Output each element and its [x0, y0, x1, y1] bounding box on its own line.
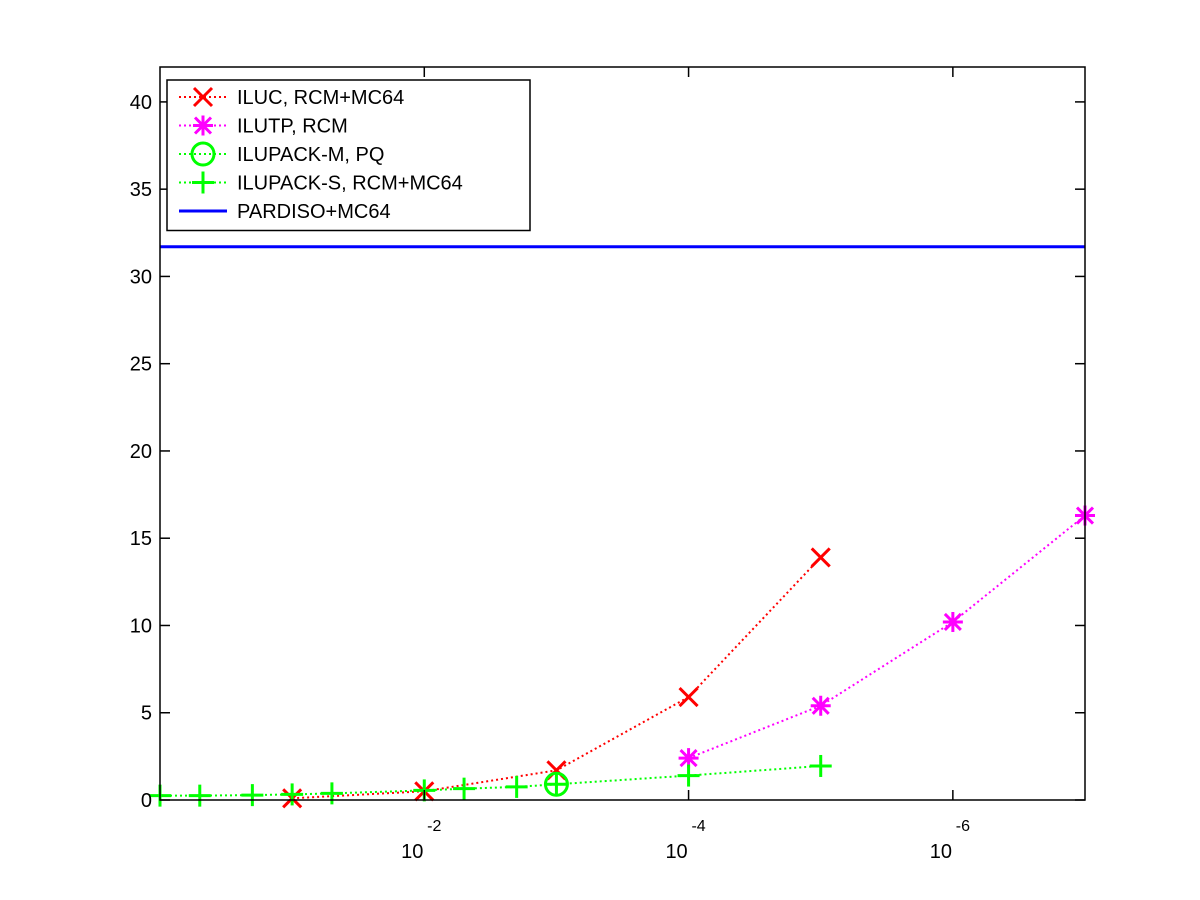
- series-layer: [149, 245, 1095, 809]
- legend-label: ILUTP, RCM: [237, 116, 348, 138]
- data-point: [281, 783, 304, 806]
- legend-label: ILUPACK-M, PQ: [237, 144, 384, 166]
- y-tick-label: 10: [130, 615, 152, 637]
- data-point: [810, 547, 831, 568]
- data-point-stroke: [943, 612, 962, 632]
- y-tick-label: 5: [141, 703, 152, 725]
- data-point: [505, 775, 528, 798]
- data-point: [188, 784, 211, 807]
- legend-label: PARDISO+MC64: [237, 201, 391, 223]
- series-line: [160, 764, 821, 797]
- legend-entry: ILUTP, RCM: [179, 115, 348, 138]
- y-tick-label: 25: [130, 354, 152, 376]
- legend-marker: [192, 86, 214, 108]
- series-line: [688, 514, 1086, 760]
- y-tick-label: 0: [141, 790, 152, 812]
- x-tick-label-base: 10: [930, 841, 952, 863]
- legend-entry: ILUPACK-S, RCM+MC64: [179, 171, 463, 195]
- data-point-stroke: [678, 686, 699, 708]
- legend: ILUC, RCM+MC64 ILUTP, RCM ILUPACK-M, PQ ILU…: [166, 79, 531, 232]
- data-point-stroke: [811, 696, 830, 715]
- x-tick-label-exponent: -2: [427, 818, 441, 835]
- x-tick-label-base: 10: [401, 841, 423, 863]
- data-point: [942, 611, 963, 632]
- data-point: [545, 773, 568, 796]
- y-tick-label: 20: [130, 441, 152, 463]
- data-point: [453, 777, 476, 800]
- legend-marker: [193, 115, 213, 136]
- x-tick-label-exponent: -6: [956, 818, 970, 835]
- legend-label: ILUC, RCM+MC64: [237, 87, 404, 109]
- y-tick-label: 30: [130, 266, 152, 288]
- y-tick-label: 15: [130, 528, 152, 550]
- data-point: [809, 754, 832, 777]
- plot-frame: [159, 66, 1086, 801]
- y-tick-label: 35: [130, 179, 152, 201]
- x-tick-label-base: 10: [665, 841, 687, 863]
- legend-entry: ILUPACK-M, PQ: [179, 141, 384, 167]
- legend-marker: [192, 171, 214, 194]
- x-tick-label-exponent: -4: [691, 818, 705, 835]
- legend-marker: [190, 141, 216, 167]
- legend-marker-stroke: [192, 86, 214, 108]
- data-point: [678, 686, 699, 708]
- legend-entry: ILUC, RCM+MC64: [179, 86, 404, 109]
- data-point: [241, 784, 264, 807]
- data-point: [677, 764, 700, 787]
- data-point-stroke: [810, 547, 831, 568]
- legend-box: [166, 79, 531, 232]
- data-point-stroke: [679, 749, 698, 768]
- legend-label: ILUPACK-S, RCM+MC64: [237, 173, 463, 195]
- legend-entry: PARDISO+MC64: [179, 201, 391, 223]
- data-point: [810, 695, 831, 716]
- legend-marker-stroke: [193, 116, 213, 135]
- y-tick-label: 40: [130, 92, 152, 114]
